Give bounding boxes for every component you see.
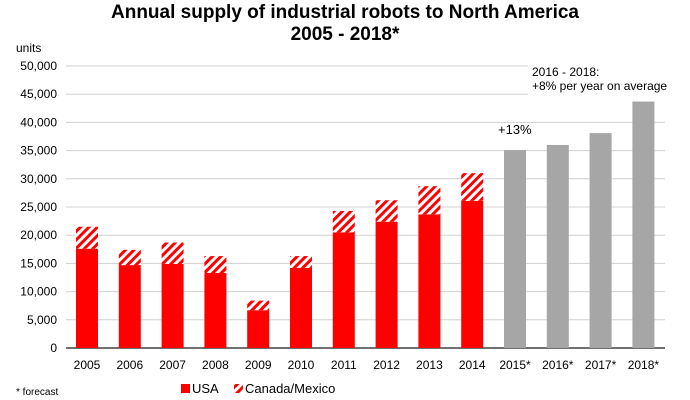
- x-tick-label: 2016*: [542, 358, 574, 372]
- x-tick-label: 2007: [159, 358, 186, 372]
- bar-usa-2014: [461, 200, 484, 348]
- x-tick-label: 2009: [245, 358, 272, 372]
- bar-usa-2011: [332, 232, 355, 348]
- chart-title: Annual supply of industrial robots to No…: [0, 2, 690, 46]
- bar-usa-2007: [161, 263, 184, 348]
- title-line: Annual supply of industrial robots to No…: [111, 2, 579, 23]
- bar-canada-mexico-2013: [418, 186, 441, 215]
- y-tick-label: 30,000: [20, 172, 57, 186]
- y-tick-label: 50,000: [20, 59, 57, 73]
- x-tick-label: 2011: [331, 358, 357, 372]
- bar-usa-2012: [375, 221, 398, 348]
- bar-usa-2010: [290, 267, 312, 348]
- bar-canada-mexico-2005: [76, 226, 98, 249]
- x-tick-label: 2013: [416, 358, 443, 372]
- x-tick-label: 2012: [373, 358, 400, 372]
- x-tick-label: 2008: [202, 358, 229, 372]
- bar-canada-mexico-2008: [204, 256, 227, 273]
- bar-canada-mexico-2014: [461, 173, 484, 201]
- y-tick-label: 25,000: [20, 200, 57, 214]
- y-tick-label: 5,000: [27, 313, 57, 327]
- bar-forecast-2017: [589, 133, 612, 348]
- y-tick-label: 15,000: [20, 256, 57, 270]
- y-tick-label: 10,000: [20, 285, 57, 299]
- bar-usa-2006: [118, 265, 141, 348]
- bar-forecast-2018: [632, 101, 655, 348]
- bar-usa-2005: [76, 248, 98, 348]
- annotation-avg-line1: 2016 - 2018:: [532, 65, 599, 79]
- legend-swatch-canada-mexico: [234, 384, 243, 393]
- bar-canada-mexico-2011: [332, 210, 355, 233]
- legend: USA Canada/Mexico: [181, 381, 335, 396]
- x-tick-label: 2015*: [499, 358, 531, 372]
- bar-canada-mexico-2009: [247, 300, 270, 311]
- x-tick-label: 2010: [288, 358, 315, 372]
- bar-canada-mexico-2007: [161, 242, 184, 264]
- bar-canada-mexico-2012: [375, 200, 398, 222]
- subtitle-line: 2005 - 2018*: [290, 24, 400, 45]
- x-tick-label: 2017*: [585, 358, 617, 372]
- x-tick-label: 2006: [116, 358, 143, 372]
- y-tick-label: 35,000: [20, 144, 57, 158]
- legend-label-canada-mexico: Canada/Mexico: [245, 381, 335, 396]
- annotation-avg-line2: +8% per year on average: [532, 79, 667, 93]
- x-tick-label: 2014: [459, 358, 486, 372]
- bar-usa-2013: [418, 214, 441, 348]
- bar-usa-2008: [204, 272, 227, 348]
- y-tick-label: 20,000: [20, 228, 57, 242]
- bar-forecast-2016: [546, 144, 569, 348]
- footnote: * forecast: [16, 387, 58, 398]
- y-tick-label: 40,000: [20, 115, 57, 129]
- bar-canada-mexico-2006: [118, 249, 141, 266]
- legend-swatch-usa: [181, 384, 190, 393]
- x-tick-label: 2018*: [628, 358, 660, 372]
- annotation-13pct: +13%: [498, 122, 532, 137]
- y-tick-label: 0: [50, 341, 57, 355]
- x-tick-label: 2005: [74, 358, 101, 372]
- bar-canada-mexico-2010: [290, 256, 312, 268]
- legend-label-usa: USA: [192, 381, 219, 396]
- y-axis-label: units: [16, 41, 41, 55]
- y-tick-label: 45,000: [20, 87, 57, 101]
- bar-forecast-2015: [504, 150, 526, 348]
- bar-usa-2009: [247, 310, 270, 348]
